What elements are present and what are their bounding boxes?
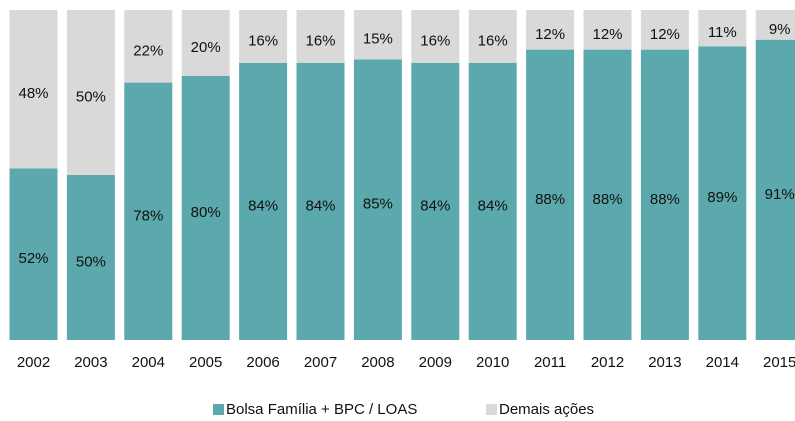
data-label: 50% bbox=[76, 253, 106, 270]
bar-segment bbox=[239, 62, 288, 341]
bar-segment bbox=[583, 49, 632, 340]
data-label: 20% bbox=[191, 39, 221, 56]
bar-segment bbox=[468, 10, 517, 63]
bar-segment bbox=[66, 10, 115, 175]
bar-segment bbox=[526, 10, 575, 50]
data-label: 50% bbox=[76, 88, 106, 105]
data-label: 12% bbox=[535, 26, 565, 43]
bar-segment bbox=[640, 10, 689, 50]
x-tick-label: 2013 bbox=[648, 354, 681, 371]
data-label: 84% bbox=[420, 197, 450, 214]
bar-segment bbox=[181, 76, 230, 340]
data-label: 16% bbox=[478, 32, 508, 49]
data-label: 15% bbox=[363, 31, 393, 48]
bar-segment bbox=[698, 46, 747, 341]
legend-marker bbox=[213, 404, 224, 415]
data-label: 48% bbox=[18, 85, 48, 102]
x-tick-label: 2006 bbox=[246, 354, 279, 371]
x-tick-label: 2009 bbox=[419, 354, 452, 371]
legend-marker bbox=[486, 404, 497, 415]
x-tick-label: 2007 bbox=[304, 354, 337, 371]
data-label: 16% bbox=[420, 32, 450, 49]
data-label: 9% bbox=[769, 21, 791, 38]
data-label: 84% bbox=[305, 197, 335, 214]
x-tick-label: 2003 bbox=[74, 354, 107, 371]
bar-segment bbox=[239, 10, 288, 63]
x-tick-label: 2002 bbox=[17, 354, 50, 371]
bar-segment bbox=[124, 82, 173, 340]
data-label: 88% bbox=[650, 191, 680, 208]
bar-segment bbox=[698, 10, 747, 47]
data-label: 22% bbox=[133, 42, 163, 59]
bar-segment bbox=[181, 10, 230, 76]
data-label: 91% bbox=[765, 186, 795, 203]
data-label: 88% bbox=[592, 191, 622, 208]
x-tick-label: 2014 bbox=[706, 354, 739, 371]
data-label: 16% bbox=[248, 32, 278, 49]
bar-segment bbox=[411, 10, 460, 63]
bar-segment bbox=[526, 49, 575, 340]
bar-segment bbox=[640, 49, 689, 340]
bar-segment bbox=[66, 175, 115, 340]
x-tick-label: 2015 bbox=[763, 354, 795, 371]
data-label: 89% bbox=[707, 189, 737, 206]
bar-segment bbox=[9, 168, 58, 340]
bar-segment bbox=[755, 39, 795, 340]
data-label: 85% bbox=[363, 196, 393, 213]
bar-segment bbox=[9, 10, 58, 169]
bar-segment bbox=[296, 62, 345, 341]
x-tick-label: 2012 bbox=[591, 354, 624, 371]
data-label: 16% bbox=[305, 32, 335, 49]
bar-segment bbox=[755, 10, 795, 40]
data-label: 78% bbox=[133, 207, 163, 224]
data-label: 12% bbox=[650, 26, 680, 43]
bar-segment bbox=[353, 10, 402, 60]
data-label: 11% bbox=[708, 24, 737, 41]
data-label: 12% bbox=[592, 26, 622, 43]
data-label: 52% bbox=[18, 250, 48, 267]
legend-label: Demais ações bbox=[499, 401, 594, 418]
bar-segment bbox=[411, 62, 460, 341]
bar-segment bbox=[583, 10, 632, 50]
data-label: 80% bbox=[191, 204, 221, 221]
x-tick-label: 2005 bbox=[189, 354, 222, 371]
bar-segment bbox=[353, 59, 402, 340]
x-tick-label: 2004 bbox=[132, 354, 165, 371]
data-label: 88% bbox=[535, 191, 565, 208]
x-tick-label: 2010 bbox=[476, 354, 509, 371]
legend-label: Bolsa Família + BPC / LOAS bbox=[226, 401, 417, 418]
x-tick-label: 2008 bbox=[361, 354, 394, 371]
bar-segment bbox=[296, 10, 345, 63]
data-label: 84% bbox=[478, 197, 508, 214]
data-label: 84% bbox=[248, 197, 278, 214]
bar-segment bbox=[468, 62, 517, 341]
x-tick-label: 2011 bbox=[534, 354, 566, 371]
bar-segment bbox=[124, 10, 173, 83]
